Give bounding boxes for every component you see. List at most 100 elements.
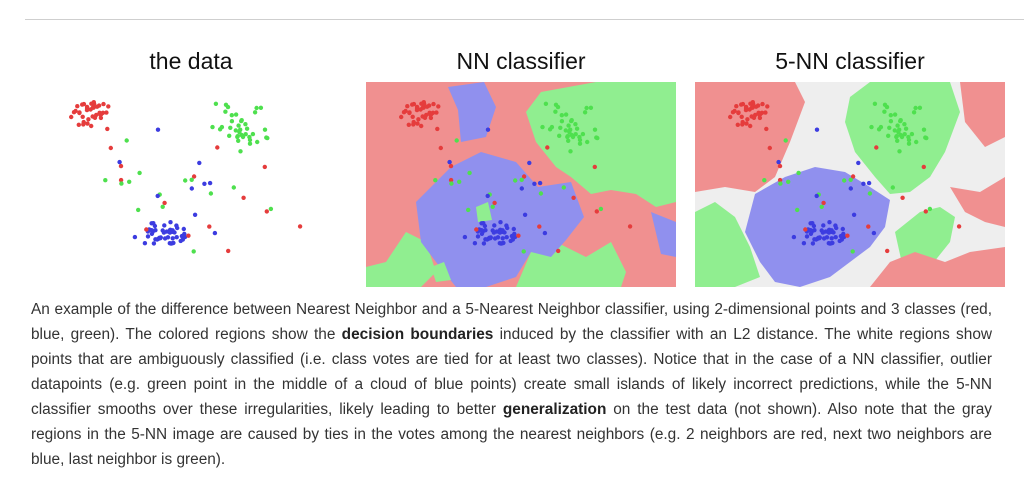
knn-red-region bbox=[960, 82, 1005, 147]
data-point bbox=[219, 124, 225, 130]
data-point bbox=[258, 105, 264, 110]
data-point bbox=[900, 195, 905, 200]
data-point bbox=[399, 114, 404, 120]
caption-term-generalization: generalization bbox=[502, 401, 607, 418]
data-point bbox=[438, 145, 443, 151]
top-divider bbox=[25, 19, 1024, 20]
data-point bbox=[543, 101, 549, 106]
data-point bbox=[540, 124, 545, 130]
data-point bbox=[233, 112, 239, 117]
data-point bbox=[202, 181, 207, 186]
nn-green-island bbox=[431, 262, 451, 282]
data-point bbox=[162, 200, 167, 206]
data-point bbox=[513, 178, 518, 183]
data-point bbox=[414, 107, 420, 113]
data-point bbox=[505, 225, 510, 231]
data-point bbox=[745, 117, 750, 122]
data-point bbox=[767, 145, 772, 151]
data-point bbox=[406, 122, 411, 127]
panel-title-data: the data bbox=[149, 48, 233, 74]
data-point bbox=[519, 186, 524, 191]
data-point bbox=[483, 237, 488, 242]
data-point bbox=[521, 249, 526, 254]
data-point bbox=[153, 228, 158, 233]
data-point bbox=[762, 178, 767, 183]
data-point bbox=[542, 230, 548, 236]
data-point bbox=[783, 138, 788, 143]
data-point bbox=[89, 123, 94, 129]
data-point bbox=[569, 118, 574, 123]
data-point bbox=[911, 110, 917, 115]
data-point bbox=[98, 112, 103, 117]
data-point bbox=[401, 110, 407, 115]
data-point bbox=[69, 114, 74, 120]
data-point bbox=[238, 149, 243, 154]
data-point bbox=[247, 137, 253, 143]
data-point bbox=[485, 193, 490, 199]
data-point bbox=[516, 233, 521, 238]
knn-blue-region bbox=[745, 167, 890, 287]
data-point bbox=[497, 241, 502, 246]
data-point bbox=[777, 163, 783, 169]
data-point bbox=[411, 101, 417, 107]
data-point bbox=[186, 233, 191, 238]
data-point bbox=[897, 149, 902, 154]
data-point bbox=[845, 233, 850, 238]
data-point bbox=[149, 231, 155, 236]
data-point bbox=[491, 230, 497, 235]
data-point bbox=[884, 104, 890, 110]
data-point bbox=[77, 110, 82, 116]
data-point bbox=[821, 223, 826, 228]
data-point bbox=[145, 234, 151, 239]
data-point bbox=[81, 101, 87, 107]
data-point bbox=[573, 122, 578, 127]
data-point bbox=[89, 101, 94, 106]
data-point bbox=[149, 221, 154, 226]
data-point bbox=[144, 227, 149, 232]
data-point bbox=[498, 220, 503, 225]
data-point bbox=[555, 104, 561, 110]
data-point bbox=[871, 230, 877, 236]
data-point bbox=[433, 178, 438, 183]
data-point bbox=[151, 241, 157, 246]
nn-classifier-plot bbox=[366, 82, 676, 287]
data-point bbox=[160, 204, 165, 209]
knn-red-region bbox=[870, 247, 1005, 287]
data-point bbox=[488, 235, 493, 240]
data-point bbox=[888, 113, 893, 118]
data-point bbox=[84, 104, 90, 110]
data-point bbox=[795, 207, 800, 213]
data-point bbox=[744, 121, 749, 126]
data-point bbox=[730, 110, 736, 115]
data-point bbox=[462, 234, 468, 240]
nn-green-region bbox=[526, 82, 676, 207]
data-point bbox=[431, 101, 436, 107]
data-point bbox=[483, 228, 488, 233]
nn-green-island bbox=[476, 202, 492, 222]
data-point bbox=[565, 134, 570, 140]
data-point bbox=[819, 204, 824, 209]
data-point bbox=[175, 225, 180, 231]
data-point bbox=[492, 200, 497, 206]
data-point bbox=[264, 135, 269, 140]
data-point bbox=[94, 104, 100, 109]
data-point bbox=[454, 138, 459, 143]
data-point bbox=[424, 104, 430, 109]
data-point bbox=[740, 101, 746, 107]
data-point bbox=[105, 126, 110, 132]
data-point bbox=[743, 104, 749, 110]
data-point bbox=[243, 132, 248, 137]
figure-caption: An example of the difference between Nea… bbox=[31, 297, 992, 472]
data-point bbox=[861, 181, 866, 186]
data-point bbox=[592, 127, 598, 132]
data-point bbox=[734, 104, 739, 109]
data-point bbox=[561, 185, 566, 190]
data-point bbox=[419, 123, 424, 129]
nn-blue-region bbox=[448, 82, 496, 142]
caption-text: induced by the classifier with an L2 dis… bbox=[31, 326, 992, 418]
data-point bbox=[153, 237, 158, 242]
data-point bbox=[909, 131, 915, 137]
data-point bbox=[592, 164, 597, 170]
data-point bbox=[405, 104, 410, 109]
data-point bbox=[821, 200, 826, 206]
